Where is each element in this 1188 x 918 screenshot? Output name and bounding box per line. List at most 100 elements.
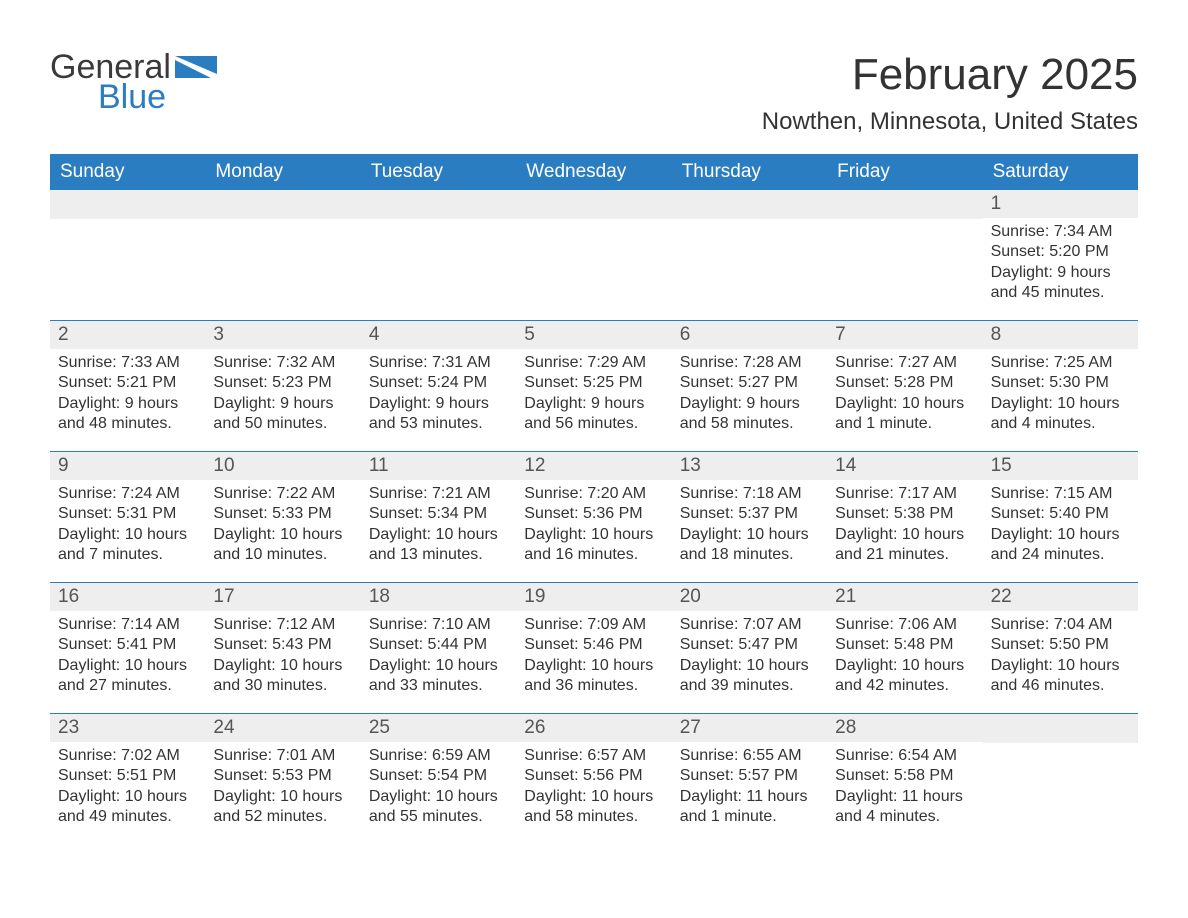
day-number	[983, 714, 1138, 743]
day-cell: 22Sunrise: 7:04 AMSunset: 5:50 PMDayligh…	[983, 583, 1138, 713]
weekday-header: Friday	[827, 154, 982, 190]
daylight-text: Daylight: 9 hours and 53 minutes.	[369, 394, 508, 435]
week-row: 16Sunrise: 7:14 AMSunset: 5:41 PMDayligh…	[50, 582, 1138, 713]
day-cell: 1Sunrise: 7:34 AMSunset: 5:20 PMDaylight…	[983, 190, 1138, 320]
day-details: Sunrise: 6:59 AMSunset: 5:54 PMDaylight:…	[361, 742, 516, 834]
day-details: Sunrise: 7:27 AMSunset: 5:28 PMDaylight:…	[827, 349, 982, 441]
day-number: 7	[827, 321, 982, 349]
day-number: 13	[672, 452, 827, 480]
day-number: 25	[361, 714, 516, 742]
sunrise-text: Sunrise: 7:21 AM	[369, 484, 508, 504]
sunset-text: Sunset: 5:34 PM	[369, 504, 508, 524]
day-number	[50, 190, 205, 219]
sunrise-text: Sunrise: 7:06 AM	[835, 615, 974, 635]
sunrise-text: Sunrise: 7:32 AM	[213, 353, 352, 373]
day-cell: 20Sunrise: 7:07 AMSunset: 5:47 PMDayligh…	[672, 583, 827, 713]
day-number: 6	[672, 321, 827, 349]
day-details: Sunrise: 7:01 AMSunset: 5:53 PMDaylight:…	[205, 742, 360, 834]
day-cell	[361, 190, 516, 320]
daylight-text: Daylight: 9 hours and 45 minutes.	[991, 263, 1130, 304]
sunset-text: Sunset: 5:36 PM	[524, 504, 663, 524]
sunset-text: Sunset: 5:27 PM	[680, 373, 819, 393]
daylight-text: Daylight: 9 hours and 50 minutes.	[213, 394, 352, 435]
week-row: 1Sunrise: 7:34 AMSunset: 5:20 PMDaylight…	[50, 190, 1138, 320]
logo-text: General Blue	[50, 50, 171, 114]
day-cell: 13 Sunrise: 7:18 AMSunset: 5:37 PMDayligh…	[672, 452, 827, 582]
day-number: 11	[361, 452, 516, 480]
daylight-text: Daylight: 10 hours and 46 minutes.	[991, 656, 1130, 697]
sunset-text: Sunset: 5:37 PM	[680, 504, 819, 524]
day-details: Sunrise: 7:32 AMSunset: 5:23 PMDaylight:…	[205, 349, 360, 441]
day-number: 5	[516, 321, 671, 349]
sunset-text: Sunset: 5:51 PM	[58, 766, 197, 786]
day-cell: 15Sunrise: 7:15 AMSunset: 5:40 PMDayligh…	[983, 452, 1138, 582]
daylight-text: Daylight: 10 hours and 27 minutes.	[58, 656, 197, 697]
day-details: Sunrise: 7:09 AMSunset: 5:46 PMDaylight:…	[516, 611, 671, 703]
weekday-header: Tuesday	[361, 154, 516, 190]
sunrise-text: Sunrise: 7:04 AM	[991, 615, 1130, 635]
day-details: Sunrise: 7:29 AMSunset: 5:25 PMDaylight:…	[516, 349, 671, 441]
day-number: 28	[827, 714, 982, 742]
day-cell	[205, 190, 360, 320]
sunrise-text: Sunrise: 7:31 AM	[369, 353, 508, 373]
daylight-text: Daylight: 10 hours and 24 minutes.	[991, 525, 1130, 566]
day-number: 2	[50, 321, 205, 349]
sunrise-text: Sunrise: 7:18 AM	[680, 484, 819, 504]
day-cell: 10Sunrise: 7:22 AMSunset: 5:33 PMDayligh…	[205, 452, 360, 582]
day-cell: 4Sunrise: 7:31 AMSunset: 5:24 PMDaylight…	[361, 321, 516, 451]
daylight-text: Daylight: 9 hours and 58 minutes.	[680, 394, 819, 435]
day-details: Sunrise: 7:22 AMSunset: 5:33 PMDaylight:…	[205, 480, 360, 572]
day-cell: 28Sunrise: 6:54 AMSunset: 5:58 PMDayligh…	[827, 714, 982, 844]
day-cell: 26Sunrise: 6:57 AMSunset: 5:56 PMDayligh…	[516, 714, 671, 844]
day-number: 14	[827, 452, 982, 480]
sunset-text: Sunset: 5:57 PM	[680, 766, 819, 786]
daylight-text: Daylight: 10 hours and 33 minutes.	[369, 656, 508, 697]
sunrise-text: Sunrise: 6:54 AM	[835, 746, 974, 766]
sunrise-text: Sunrise: 7:28 AM	[680, 353, 819, 373]
day-cell	[516, 190, 671, 320]
title-block: February 2025 Nowthen, Minnesota, United…	[762, 50, 1138, 136]
weekday-header: Monday	[205, 154, 360, 190]
day-cell	[827, 190, 982, 320]
sunset-text: Sunset: 5:48 PM	[835, 635, 974, 655]
daylight-text: Daylight: 10 hours and 55 minutes.	[369, 787, 508, 828]
sunrise-text: Sunrise: 7:22 AM	[213, 484, 352, 504]
day-cell: 8Sunrise: 7:25 AMSunset: 5:30 PMDaylight…	[983, 321, 1138, 451]
day-details: Sunrise: 7:21 AMSunset: 5:34 PMDaylight:…	[361, 480, 516, 572]
daylight-text: Daylight: 10 hours and 4 minutes.	[991, 394, 1130, 435]
day-number	[205, 190, 360, 219]
day-cell: 17Sunrise: 7:12 AMSunset: 5:43 PMDayligh…	[205, 583, 360, 713]
day-number: 22	[983, 583, 1138, 611]
daylight-text: Daylight: 10 hours and 52 minutes.	[213, 787, 352, 828]
sunrise-text: Sunrise: 7:24 AM	[58, 484, 197, 504]
daylight-text: Daylight: 11 hours and 4 minutes.	[835, 787, 974, 828]
sunset-text: Sunset: 5:53 PM	[213, 766, 352, 786]
daylight-text: Daylight: 10 hours and 36 minutes.	[524, 656, 663, 697]
day-number: 21	[827, 583, 982, 611]
daylight-text: Daylight: 9 hours and 48 minutes.	[58, 394, 197, 435]
day-cell: 21Sunrise: 7:06 AMSunset: 5:48 PMDayligh…	[827, 583, 982, 713]
sunset-text: Sunset: 5:43 PM	[213, 635, 352, 655]
weeks-container: 1Sunrise: 7:34 AMSunset: 5:20 PMDaylight…	[50, 190, 1138, 844]
day-cell: 16Sunrise: 7:14 AMSunset: 5:41 PMDayligh…	[50, 583, 205, 713]
day-cell: 19Sunrise: 7:09 AMSunset: 5:46 PMDayligh…	[516, 583, 671, 713]
day-details: Sunrise: 7:15 AMSunset: 5:40 PMDaylight:…	[983, 480, 1138, 572]
daylight-text: Daylight: 10 hours and 13 minutes.	[369, 525, 508, 566]
sunset-text: Sunset: 5:40 PM	[991, 504, 1130, 524]
day-cell: 23Sunrise: 7:02 AMSunset: 5:51 PMDayligh…	[50, 714, 205, 844]
daylight-text: Daylight: 10 hours and 58 minutes.	[524, 787, 663, 828]
day-cell: 2Sunrise: 7:33 AMSunset: 5:21 PMDaylight…	[50, 321, 205, 451]
daylight-text: Daylight: 10 hours and 18 minutes.	[680, 525, 819, 566]
day-number: 12	[516, 452, 671, 480]
sunrise-text: Sunrise: 7:15 AM	[991, 484, 1130, 504]
day-cell: 24Sunrise: 7:01 AMSunset: 5:53 PMDayligh…	[205, 714, 360, 844]
day-number: 18	[361, 583, 516, 611]
sunrise-text: Sunrise: 7:25 AM	[991, 353, 1130, 373]
day-cell	[983, 714, 1138, 844]
sunrise-text: Sunrise: 7:10 AM	[369, 615, 508, 635]
day-cell	[50, 190, 205, 320]
weekday-header-row: Sunday Monday Tuesday Wednesday Thursday…	[50, 154, 1138, 190]
sunset-text: Sunset: 5:31 PM	[58, 504, 197, 524]
daylight-text: Daylight: 10 hours and 49 minutes.	[58, 787, 197, 828]
header: General Blue February 2025 Nowthen, Minn…	[50, 50, 1138, 136]
